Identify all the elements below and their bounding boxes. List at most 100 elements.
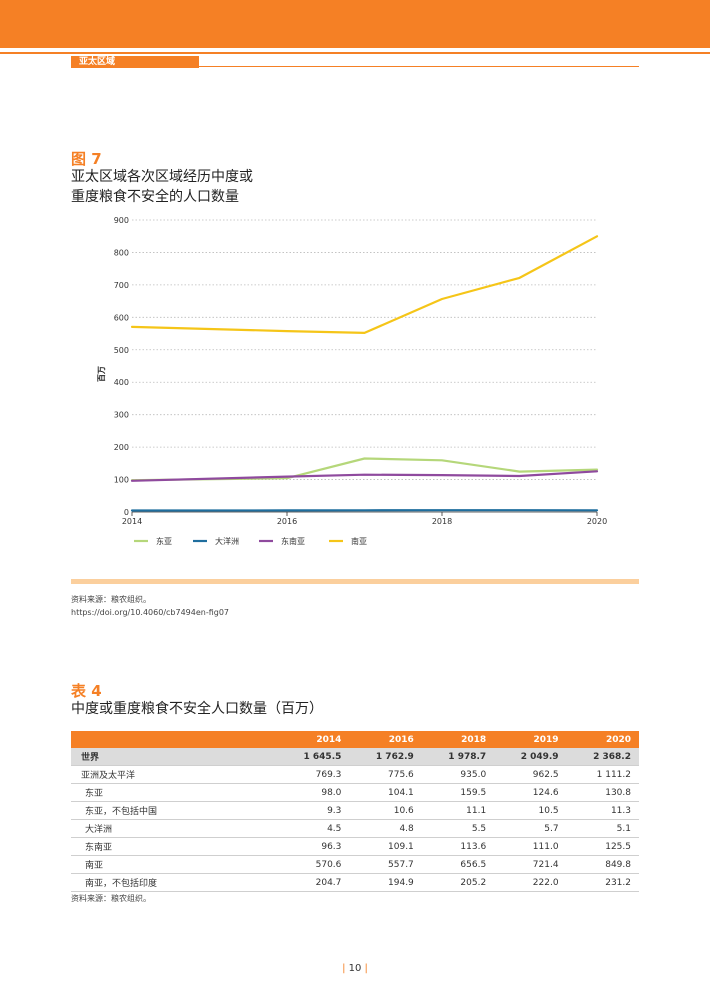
table-row-label: 东亚 (71, 783, 277, 802)
table-row: 世界 1 645.5 1 762.9 1 978.7 2 049.9 2 368.2 (71, 748, 639, 766)
table-cell: 124.6 (494, 783, 567, 802)
page-number-bar-right: | (364, 963, 368, 974)
table-cell: 130.8 (566, 783, 639, 802)
table-cell: 570.6 (277, 855, 350, 874)
table-cell: 721.4 (494, 855, 567, 874)
header-bar (0, 0, 710, 48)
table-cell: 5.7 (494, 819, 567, 838)
series-line (130, 457, 599, 482)
table-row-label: 大洋洲 (71, 819, 277, 838)
table-row: 东南亚 96.3 109.1 113.6 111.0 125.5 (71, 837, 639, 856)
table-row-label: 南亚 (71, 855, 277, 874)
table-cell: 111.0 (494, 837, 567, 856)
figure-bottom-rule (71, 579, 639, 584)
figure-title-line2: 重度粮食不安全的人口数量 (71, 189, 239, 205)
y-tick-label: 300 (114, 411, 129, 420)
table-cell: 2 368.2 (566, 748, 639, 766)
figure-label: 图 7 (71, 150, 102, 168)
table-cell: 849.8 (566, 855, 639, 874)
y-tick-label: 900 (114, 216, 129, 225)
table-cell: 11.3 (566, 801, 639, 820)
data-table: 2014 2016 2018 2019 2020 世界 1 645.5 1 762.9 1 9… (71, 731, 639, 892)
table-row-label: 南亚，不包括印度 (71, 873, 277, 892)
table-row: 东亚，不包括中国 9.3 10.6 11.1 10.5 11.3 (71, 801, 639, 820)
table-cell: 205.2 (421, 873, 495, 892)
table-cell: 656.5 (421, 855, 495, 874)
table-cell: 96.3 (277, 837, 350, 856)
y-tick-label: 400 (114, 378, 129, 387)
table-cell: 1 978.7 (421, 748, 495, 766)
header-rule (0, 52, 710, 54)
table-cell: 2 049.9 (494, 748, 567, 766)
table-row-label: 亚洲及太平洋 (71, 765, 277, 784)
legend-label: 东亚 (156, 536, 172, 546)
y-tick-label: 700 (114, 281, 129, 290)
table-header-cell: 2020 (566, 731, 639, 748)
table-title: 中度或重度粮食不安全人口数量（百万） (71, 701, 323, 717)
page-number: | 10 | (0, 963, 710, 974)
table-row-label: 世界 (71, 748, 277, 766)
table-cell: 98.0 (277, 783, 350, 802)
table-row: 南亚 570.6 557.7 656.5 721.4 849.8 (71, 855, 639, 874)
x-tick-label: 2016 (277, 517, 297, 526)
x-tick-label: 2020 (587, 517, 607, 526)
y-tick-label: 100 (114, 476, 129, 485)
table-cell: 1 111.2 (566, 765, 639, 784)
table-row-label: 东亚，不包括中国 (71, 801, 277, 820)
table-cell: 109.1 (349, 837, 422, 856)
table-cell: 194.9 (349, 873, 422, 892)
figure-title-line1: 亚太区域各次区域经历中度或 (71, 169, 253, 185)
table-cell: 9.3 (277, 801, 350, 820)
table-header-row: 2014 2016 2018 2019 2020 (71, 731, 639, 748)
table-row-label: 东南亚 (71, 837, 277, 856)
table-header-cell: 2019 (494, 731, 567, 748)
table-cell: 1 645.5 (277, 748, 350, 766)
table-cell: 4.8 (349, 819, 422, 838)
y-tick-label: 500 (114, 346, 129, 355)
table-cell: 5.5 (421, 819, 495, 838)
y-tick-label: 200 (114, 443, 129, 452)
table-cell: 159.5 (421, 783, 495, 802)
table-cell: 222.0 (494, 873, 567, 892)
x-tick-label: 2018 (432, 517, 452, 526)
table-cell: 10.6 (349, 801, 422, 820)
section-rule (199, 66, 639, 67)
table-cell: 125.5 (566, 837, 639, 856)
table-cell: 935.0 (421, 765, 495, 784)
table-cell: 10.5 (494, 801, 567, 820)
table-cell: 769.3 (277, 765, 350, 784)
table-cell: 4.5 (277, 819, 350, 838)
table-source: 资料来源：粮农组织。 (71, 894, 151, 903)
figure-source-text: 资料来源：粮农组织。 (71, 595, 151, 604)
series-line (130, 235, 599, 334)
figure-doi-link[interactable]: https://doi.org/10.4060/cb7494en-fig07 (71, 608, 230, 617)
table-cell: 104.1 (349, 783, 422, 802)
legend-label: 东南亚 (281, 536, 305, 546)
table-cell: 113.6 (421, 837, 495, 856)
line-chart: 0 100 200 300 400 500 600 700 800 900 2014 2016 2018… (97, 216, 607, 546)
table-row: 亚洲及太平洋 769.3 775.6 935.0 962.5 1 111.2 (71, 765, 639, 784)
table-row: 东亚 98.0 104.1 159.5 124.6 130.8 (71, 783, 639, 802)
table-label: 表 4 (71, 682, 102, 700)
y-tick-label: 800 (114, 248, 129, 257)
y-tick-label: 600 (114, 313, 129, 322)
series-line (130, 470, 599, 482)
table-cell: 11.1 (421, 801, 495, 820)
table-cell: 775.6 (349, 765, 422, 784)
table-row: 南亚，不包括印度 204.7 194.9 205.2 222.0 231.2 (71, 873, 639, 892)
section-tab: 亚太区域 (71, 56, 199, 68)
table-header-cell (71, 731, 277, 748)
figure-title: 亚太区域各次区域经历中度或 重度粮食不安全的人口数量 (71, 167, 331, 207)
table-header-cell: 2018 (421, 731, 495, 748)
page-number-value: 10 (348, 963, 362, 974)
table-header-cell: 2014 (277, 731, 350, 748)
figure-source: 资料来源：粮农组织。 https://doi.org/10.4060/cb749… (71, 593, 229, 619)
table-cell: 231.2 (566, 873, 639, 892)
page-number-bar-left: | (342, 963, 346, 974)
legend-label: 南亚 (351, 536, 367, 546)
table-cell: 1 762.9 (349, 748, 422, 766)
table-cell: 962.5 (494, 765, 567, 784)
table-header-cell: 2016 (349, 731, 422, 748)
y-tick-label: 0 (124, 508, 129, 517)
table-row: 大洋洲 4.5 4.8 5.5 5.7 5.1 (71, 819, 639, 838)
